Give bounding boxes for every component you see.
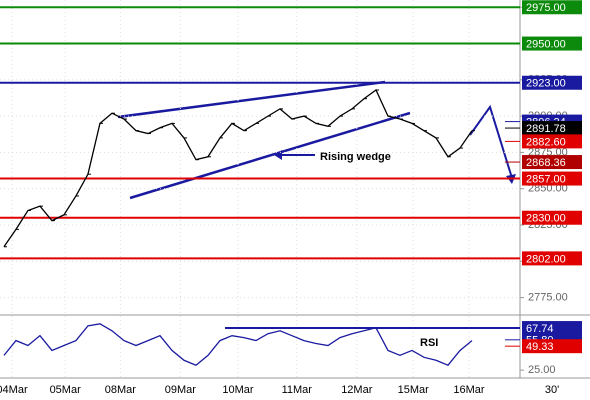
rsi-line (3, 323, 473, 366)
level-label-box (522, 251, 582, 266)
x-tick-label: 08Mar (105, 384, 137, 396)
rsi-title: RSI (420, 337, 438, 349)
x-tick-label: 12Mar (341, 384, 373, 396)
x-tick-label: 05Mar (50, 384, 82, 396)
x-tick-label: 15Mar (398, 384, 430, 396)
x-tick-label: 04Mar (0, 384, 28, 396)
annotation: Rising wedge (320, 151, 391, 163)
x-tick-label: 16Mar (453, 384, 485, 396)
level-label-box (522, 36, 582, 51)
level-label-box (522, 134, 582, 149)
level-label: 2923.00 (526, 78, 566, 90)
level-label: 2950.00 (526, 38, 566, 50)
level-label-box (522, 121, 582, 136)
x-tick-label: 09Mar (165, 384, 197, 396)
y-tick-label: 2775.00 (528, 291, 568, 303)
level-label: 49.33 (526, 341, 554, 353)
y-tick-label: 2850.00 (528, 183, 568, 195)
level-label: 67.74 (526, 323, 554, 335)
level-label: 2830.00 (526, 213, 566, 225)
level-label: 2975.00 (526, 2, 566, 14)
level-label-box (522, 75, 582, 90)
level-label-box (522, 339, 582, 354)
level-label-box (522, 210, 582, 225)
price-line (3, 89, 473, 248)
forecast-arrow (469, 104, 513, 179)
level-label: 2857.00 (526, 173, 566, 185)
level-label-box (522, 171, 582, 186)
x-tick-label: 10Mar (222, 384, 254, 396)
y-tick-label: 25.00 (528, 364, 556, 376)
timeframe: 30' (545, 384, 559, 396)
level-label: 2882.60 (526, 136, 566, 148)
level-label: 2802.00 (526, 253, 566, 265)
wedge-upper (117, 80, 386, 119)
level-label-box (522, 155, 582, 170)
level-label-box (522, 0, 582, 15)
wedge-lower (129, 111, 411, 200)
level-label: 2868.36 (526, 157, 566, 169)
x-tick-label: 11Mar (282, 384, 313, 396)
level-label-box (522, 321, 582, 336)
level-label: 2891.78 (526, 123, 566, 135)
